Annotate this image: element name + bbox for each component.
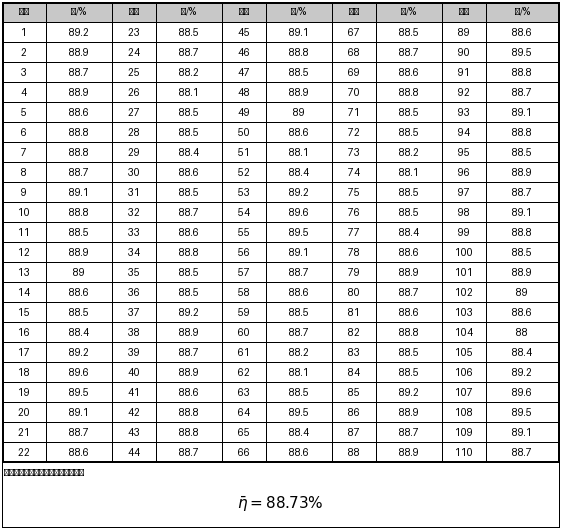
Text: $\bar{\eta} = 88.73\%$: $\bar{\eta} = 88.73\%$ (237, 495, 324, 514)
